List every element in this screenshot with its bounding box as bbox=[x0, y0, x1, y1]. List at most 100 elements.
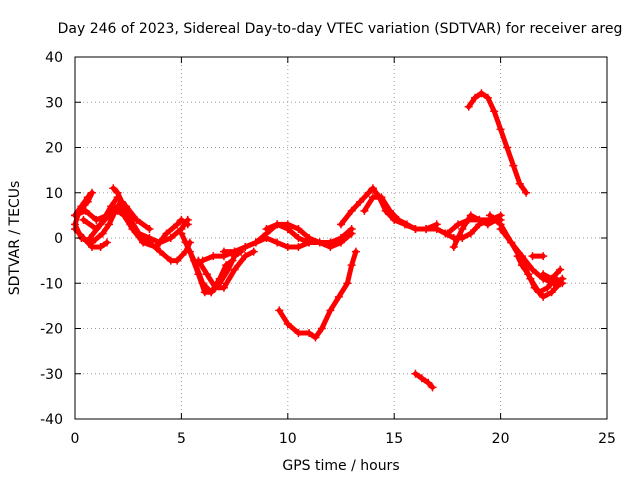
data-point bbox=[326, 243, 335, 252]
y-tick-label: -20 bbox=[40, 322, 63, 338]
data-point bbox=[177, 229, 186, 238]
data-point bbox=[424, 378, 433, 387]
series-trace bbox=[110, 185, 191, 246]
y-tick-label: 0 bbox=[54, 231, 63, 247]
data-point bbox=[92, 215, 101, 224]
data-point bbox=[454, 220, 463, 229]
data-point bbox=[81, 206, 90, 215]
data-point bbox=[337, 238, 345, 247]
data-point bbox=[466, 211, 475, 220]
data-point bbox=[411, 369, 420, 378]
series-arc-23 bbox=[513, 252, 565, 301]
x-tick-label: 10 bbox=[279, 431, 297, 447]
y-tick-label: -40 bbox=[40, 412, 63, 428]
data-point bbox=[294, 243, 303, 252]
data-point bbox=[241, 252, 250, 261]
data-point bbox=[483, 220, 492, 229]
data-point bbox=[443, 229, 452, 238]
data-point bbox=[475, 215, 484, 224]
data-point bbox=[88, 188, 97, 197]
data-point bbox=[351, 247, 360, 256]
series-trace bbox=[466, 90, 529, 196]
data-point bbox=[113, 206, 122, 215]
data-point bbox=[464, 102, 473, 111]
data-point bbox=[317, 324, 326, 333]
data-point bbox=[377, 193, 386, 202]
data-point bbox=[198, 279, 207, 288]
y-tick-label: -30 bbox=[40, 367, 63, 383]
data-point bbox=[530, 283, 539, 292]
data-point bbox=[315, 238, 324, 247]
data-point bbox=[507, 238, 516, 247]
data-point bbox=[477, 89, 486, 98]
data-point bbox=[162, 229, 171, 238]
data-point bbox=[173, 220, 182, 229]
data-point bbox=[347, 261, 356, 270]
data-point bbox=[207, 288, 216, 297]
series-arc-11 bbox=[219, 234, 314, 256]
series-arc-12 bbox=[262, 220, 356, 252]
data-point bbox=[347, 229, 356, 238]
data-point bbox=[107, 202, 116, 211]
data-point bbox=[183, 215, 192, 224]
data-point bbox=[209, 252, 218, 261]
data-point bbox=[151, 243, 160, 252]
data-point bbox=[230, 247, 239, 256]
data-point bbox=[145, 234, 154, 242]
data-point bbox=[402, 220, 411, 229]
series-trace bbox=[412, 371, 436, 390]
data-point bbox=[528, 265, 537, 274]
data-point bbox=[126, 220, 135, 229]
data-point bbox=[219, 283, 228, 292]
data-point bbox=[156, 247, 165, 256]
data-point bbox=[539, 292, 548, 301]
data-point bbox=[119, 202, 128, 211]
y-tick-label: 20 bbox=[45, 141, 63, 157]
data-point bbox=[273, 238, 282, 247]
data-point bbox=[368, 193, 377, 202]
data-point bbox=[305, 329, 314, 338]
data-point bbox=[139, 238, 148, 247]
data-point bbox=[547, 274, 556, 283]
series-trace bbox=[451, 212, 499, 250]
data-point bbox=[368, 184, 377, 193]
data-point bbox=[105, 220, 114, 229]
series-arc-9 bbox=[194, 247, 258, 292]
data-point bbox=[230, 265, 239, 274]
y-tick-label: 10 bbox=[45, 186, 63, 202]
data-point bbox=[211, 283, 220, 292]
data-point bbox=[166, 234, 175, 242]
data-point bbox=[485, 211, 494, 220]
data-point bbox=[496, 224, 505, 233]
data-point bbox=[273, 220, 282, 229]
data-point bbox=[543, 283, 552, 292]
data-point bbox=[360, 206, 369, 215]
data-point bbox=[262, 224, 271, 233]
data-point bbox=[522, 188, 531, 197]
x-axis-label: GPS time / hours bbox=[282, 458, 399, 474]
x-tick-label: 0 bbox=[71, 431, 80, 447]
data-point bbox=[513, 252, 522, 261]
data-point bbox=[539, 252, 548, 261]
data-point bbox=[356, 197, 365, 206]
data-point bbox=[294, 329, 303, 338]
data-point bbox=[283, 243, 292, 252]
x-tick-label: 15 bbox=[385, 431, 403, 447]
data-point bbox=[490, 107, 499, 116]
series-arc-24 bbox=[528, 252, 548, 261]
series-arc-6 bbox=[109, 184, 192, 247]
data-point bbox=[85, 234, 94, 242]
data-point bbox=[96, 243, 105, 252]
data-point bbox=[132, 215, 141, 224]
data-point bbox=[283, 319, 292, 328]
data-point bbox=[173, 256, 182, 265]
data-point bbox=[156, 238, 165, 247]
data-point bbox=[509, 161, 518, 170]
series-arc-16 bbox=[411, 369, 437, 392]
data-point bbox=[524, 270, 533, 279]
y-tick-label: -10 bbox=[40, 276, 63, 292]
data-point bbox=[241, 243, 250, 252]
data-point bbox=[283, 224, 292, 233]
data-point bbox=[294, 234, 303, 242]
data-point bbox=[496, 125, 505, 134]
